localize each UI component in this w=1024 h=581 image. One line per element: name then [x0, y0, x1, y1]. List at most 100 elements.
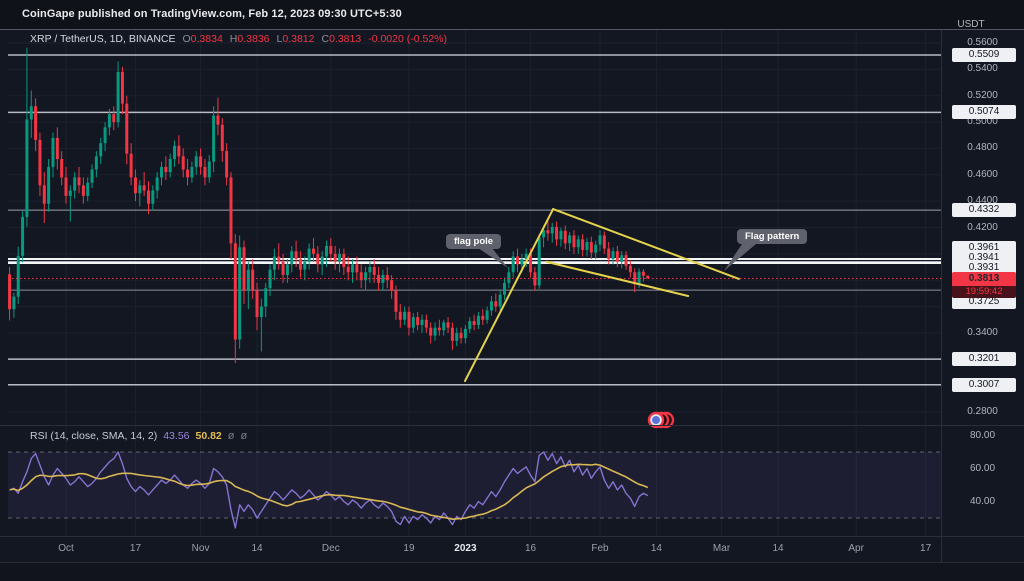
flag-pattern-label[interactable]: Flag pattern	[737, 229, 808, 244]
candle-body	[47, 166, 51, 204]
candle-body	[498, 294, 502, 307]
price-axis-label: 0.5000	[967, 116, 998, 128]
candle-body	[381, 274, 385, 283]
candle-body	[242, 247, 246, 291]
symbol-title: XRP / TetherUS, 1D, BINANCE	[30, 33, 176, 45]
time-axis-label: Nov	[191, 543, 210, 554]
candle-body	[620, 255, 624, 262]
candle-body	[416, 317, 420, 326]
candle-body	[429, 327, 433, 336]
price-axis-label: 0.4400	[967, 195, 998, 207]
candle-body	[294, 251, 298, 260]
candle-body	[385, 274, 389, 281]
candle-body	[455, 332, 459, 341]
rsi-value: 43.56	[163, 430, 190, 442]
eye-hidden-icon[interactable]: ø	[240, 430, 248, 442]
candle-body	[38, 139, 42, 186]
candle-body	[86, 182, 90, 196]
chart-marker-icon[interactable]	[647, 411, 675, 429]
candle-body	[407, 311, 411, 328]
candle-body	[16, 255, 20, 297]
pane-separator[interactable]	[0, 425, 1024, 426]
candle-body	[251, 269, 255, 291]
price-axis[interactable]: 0.5600 0.5400 0.5200 0.5000 0.4800 0.4600 0.44…	[941, 30, 1024, 536]
candle-body	[116, 71, 120, 123]
candle-body	[511, 256, 515, 273]
candle-countdown: 19:59:42	[952, 285, 1016, 298]
price-axis-label: 0.3400	[967, 326, 998, 338]
candle-body	[390, 280, 394, 291]
candle-body	[398, 311, 402, 320]
candle-body	[177, 145, 181, 157]
candle-body	[598, 235, 602, 245]
candle-body	[173, 145, 177, 159]
candle-body	[281, 261, 285, 275]
candle-body	[351, 264, 355, 273]
candle-body	[364, 272, 368, 281]
price-axis-label: 0.4600	[967, 168, 998, 180]
rsi-legend: RSI (14, close, SMA, 14, 2) 43.56 50.82 ø ø	[30, 430, 247, 442]
candle-body	[437, 327, 441, 331]
candle-body	[533, 272, 537, 286]
publish-bar: CoinGape published on TradingView.com, F…	[0, 0, 1024, 30]
candle-body	[585, 241, 589, 250]
candle-body	[164, 166, 168, 173]
candle-body	[307, 248, 311, 262]
candle-body	[94, 156, 98, 170]
candle-body	[646, 275, 650, 279]
candle-body	[572, 235, 576, 248]
flag-pole-line[interactable]	[463, 208, 555, 383]
candle-body	[333, 253, 337, 262]
flag-upper-line[interactable]	[552, 208, 740, 280]
candle-body	[459, 332, 463, 339]
publish-text: CoinGape published on TradingView.com, F…	[22, 8, 402, 20]
price-level-badge: 0.3931	[952, 260, 1016, 275]
candle-body	[394, 290, 398, 312]
open-value: 0.3834	[190, 33, 223, 45]
candle-body	[494, 301, 498, 307]
candle-body	[472, 321, 476, 326]
candle-body	[516, 256, 520, 265]
candle-body	[238, 247, 242, 340]
candle-body	[225, 151, 229, 178]
candle-body	[433, 327, 437, 336]
candle-body	[146, 190, 150, 204]
price-axis-label: 0.4200	[967, 221, 998, 233]
rsi-title: RSI (14, close, SMA, 14, 2)	[30, 430, 158, 442]
time-axis-separator	[0, 536, 1024, 537]
price-axis-currency: USDT	[957, 19, 985, 30]
candle-body	[624, 255, 628, 266]
tooltip-tail	[724, 244, 756, 271]
candle-body	[133, 177, 137, 194]
candle-body	[355, 264, 359, 273]
time-axis-label: 14	[772, 543, 784, 554]
flag-lower-line[interactable]	[545, 260, 690, 298]
time-axis[interactable]: Oct 17 Nov 14 Dec 19 2023 16 Feb 14 Mar 14 Apr 17	[0, 536, 1024, 562]
candle-body	[77, 177, 81, 186]
tooltip-tail	[478, 248, 508, 268]
eye-hidden-icon[interactable]: ø	[227, 430, 235, 442]
candle-body	[377, 274, 381, 283]
candle-body	[120, 71, 124, 104]
rsi-line	[9, 451, 649, 529]
time-axis-label: 17	[129, 543, 142, 554]
candle-body	[450, 327, 454, 341]
candle-body	[142, 185, 146, 191]
candle-body	[207, 161, 211, 178]
rsi-axis-label: 40.00	[969, 495, 996, 507]
candle-body	[411, 317, 415, 328]
low-value: 0.3812	[282, 33, 315, 45]
candle-body	[64, 177, 68, 196]
candle-body	[99, 143, 103, 157]
rsi-sma-value: 50.82	[195, 430, 222, 442]
close-label: C	[321, 33, 330, 45]
flag-pole-label[interactable]: flag pole	[446, 234, 502, 249]
time-axis-label: 19	[403, 543, 415, 554]
candle-body	[372, 267, 376, 275]
candle-body	[181, 156, 185, 170]
price-axis-label: 0.5400	[967, 63, 998, 75]
candle-body	[212, 115, 216, 162]
candle-body	[168, 158, 172, 173]
